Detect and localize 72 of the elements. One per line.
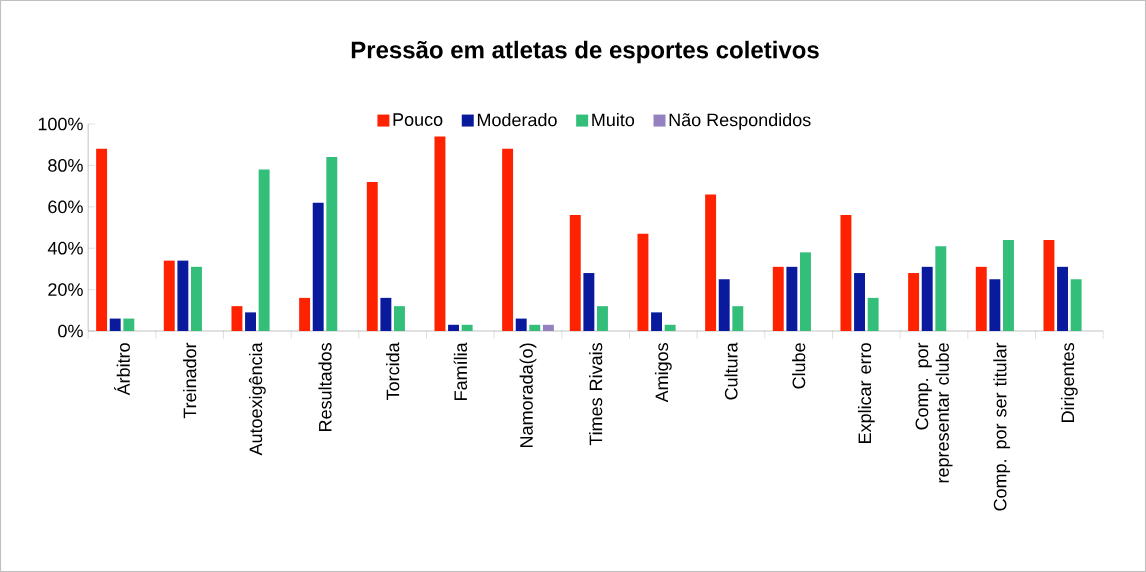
bar [96, 148, 108, 331]
bar [935, 246, 947, 331]
bar [448, 324, 460, 331]
bar [921, 266, 933, 331]
bar [245, 312, 256, 331]
bar [664, 324, 676, 331]
bar [191, 266, 202, 331]
bar [854, 273, 866, 331]
bar [867, 297, 879, 331]
x-tick-label: Dirigentes [1060, 343, 1078, 422]
bar [718, 279, 730, 331]
x-tick-label: Clube [792, 343, 806, 389]
x-tick-label: Comp. por representar clube [915, 342, 953, 483]
bar [732, 306, 744, 331]
bar [515, 318, 527, 331]
x-tick-label: Treinador [183, 342, 197, 419]
bar [434, 136, 446, 331]
y-tick-label: 0% [58, 324, 83, 338]
bar [908, 273, 920, 331]
bar [177, 260, 189, 331]
bar [394, 306, 405, 331]
x-tick-label: Explicar erro [857, 343, 875, 443]
bar [380, 297, 392, 331]
legend-label: Pouco [393, 113, 443, 126]
bar [840, 215, 852, 331]
bar [326, 157, 338, 331]
bar [772, 266, 784, 331]
bar [502, 148, 514, 331]
bar [583, 273, 595, 331]
x-tick-label: Torcida [386, 342, 400, 401]
bar [800, 252, 811, 331]
chart-title: Pressão em atletas de esportes coletivos [351, 40, 819, 64]
bar [786, 266, 798, 331]
x-tick-label: Comp. por ser titular [993, 342, 1011, 511]
bar [299, 297, 311, 331]
bar [1043, 239, 1055, 331]
x-tick-label: Namorada(o) [519, 343, 537, 447]
x-tick-label: Cultura [724, 342, 738, 400]
x-tick-label: Família [453, 342, 468, 400]
bar [163, 260, 175, 331]
legend-label: Muito [592, 113, 635, 127]
bar [312, 202, 324, 331]
y-tick-label: 60% [48, 200, 83, 214]
bar [461, 324, 473, 331]
bar [231, 306, 243, 331]
y-tick-label: 80% [48, 159, 83, 172]
bar [366, 181, 378, 331]
y-tick-label: 20% [48, 283, 83, 296]
bar [1070, 279, 1082, 331]
y-tick-label: 100% [38, 117, 83, 131]
legend-label: Não Respondidos [669, 113, 811, 130]
x-tick-label: Amigos [654, 343, 672, 403]
bar [705, 194, 717, 331]
x-tick-label: Autoexigência [248, 342, 266, 456]
bar [1003, 239, 1014, 331]
x-tick-label: Times Rivais [589, 343, 603, 446]
x-tick-label: Árbitro [114, 343, 130, 396]
bar [651, 312, 662, 331]
bar [569, 215, 581, 331]
bar [989, 279, 1001, 331]
bar [597, 306, 608, 331]
bar [123, 318, 135, 331]
bar [542, 324, 554, 331]
bar [109, 318, 121, 331]
bar [529, 324, 541, 331]
bar [975, 266, 987, 331]
y-tick-label: 40% [47, 241, 83, 255]
x-tick-label: Resultados [318, 343, 332, 431]
bar [637, 233, 649, 331]
bar [1057, 266, 1069, 331]
legend-label: Moderado [477, 113, 557, 127]
bar [258, 169, 270, 331]
